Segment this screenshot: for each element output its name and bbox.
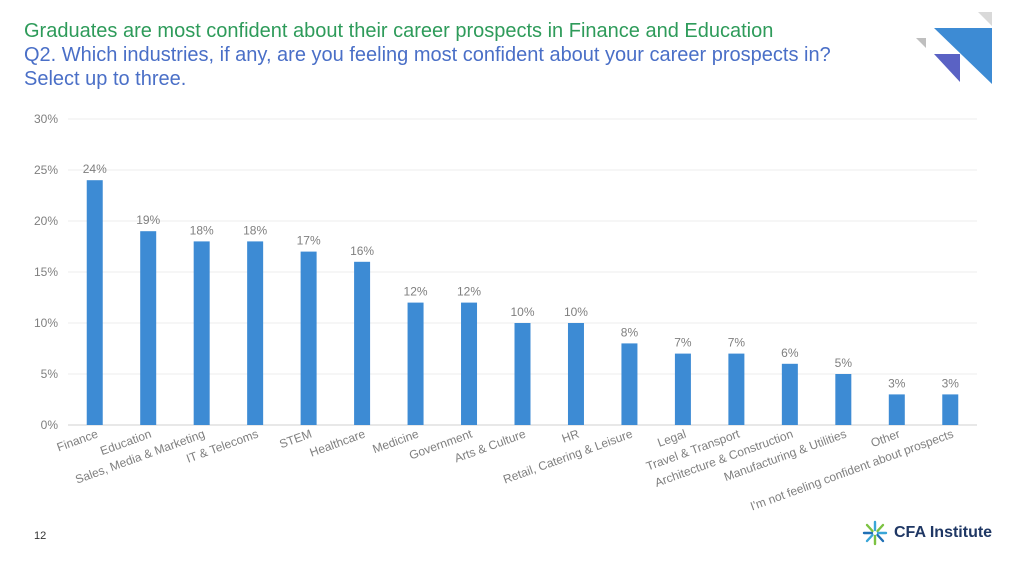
bar — [514, 323, 531, 425]
data-label: 7% — [674, 336, 692, 350]
bar — [728, 353, 745, 425]
page-number: 12 — [34, 530, 47, 542]
category-label: Healthcare — [308, 427, 368, 460]
data-label: 8% — [621, 325, 639, 339]
grey-triangle-top — [978, 12, 992, 26]
bar — [354, 261, 371, 425]
slide-title: Graduates are most confident about their… — [24, 20, 774, 42]
data-label: 7% — [728, 336, 746, 350]
slide-subtitle: Q2. Which industries, if any, are you fe… — [24, 44, 831, 90]
cfa-globe-icon — [862, 520, 888, 546]
data-label: 3% — [942, 376, 960, 390]
bar — [567, 323, 584, 425]
data-label: 18% — [190, 223, 214, 237]
bars — [86, 180, 959, 425]
data-label: 12% — [404, 285, 428, 299]
bar — [140, 231, 157, 425]
bar — [247, 241, 264, 425]
corner-triangles-logo — [916, 12, 992, 84]
cfa-institute-logo: CFA Institute — [862, 520, 992, 546]
brand-name: CFA Institute — [894, 524, 993, 541]
data-label: 10% — [564, 305, 588, 319]
y-tick-label: 20% — [34, 214, 58, 228]
data-label: 16% — [350, 244, 374, 258]
data-label: 24% — [83, 162, 107, 176]
data-label: 18% — [243, 223, 267, 237]
purple-triangle — [934, 54, 960, 82]
y-tick-label: 5% — [41, 367, 59, 381]
y-tick-label: 10% — [34, 316, 58, 330]
y-axis-ticks: 0% 5% 10% 15% 20% 25% 30% — [34, 112, 58, 432]
bar — [407, 302, 424, 425]
bar — [86, 180, 103, 425]
y-tick-label: 0% — [41, 418, 59, 432]
data-labels: 24% 19% 18% 18% 17% 16% 12% 12% 10% 10% 8% 7% 7% 6% 5%… — [83, 162, 960, 390]
blue-triangle — [934, 28, 992, 84]
y-tick-label: 15% — [34, 265, 58, 279]
category-label: Finance — [55, 427, 100, 455]
data-label: 19% — [136, 213, 160, 227]
category-label: HR — [560, 427, 581, 446]
data-label: 3% — [888, 376, 906, 390]
data-label: 5% — [835, 356, 853, 370]
bar — [300, 251, 317, 425]
data-label: 10% — [510, 305, 534, 319]
grey-triangle-left — [916, 38, 926, 48]
bar — [942, 394, 959, 425]
bar — [888, 394, 905, 425]
data-label: 12% — [457, 285, 481, 299]
data-label: 6% — [781, 346, 799, 360]
y-tick-label: 25% — [34, 163, 58, 177]
bar — [461, 302, 478, 425]
y-tick-label: 30% — [34, 112, 58, 126]
bar — [674, 353, 691, 425]
bar — [621, 343, 638, 425]
data-label: 17% — [297, 234, 321, 248]
bar — [193, 241, 210, 425]
bar — [781, 363, 798, 425]
bar — [835, 374, 852, 425]
